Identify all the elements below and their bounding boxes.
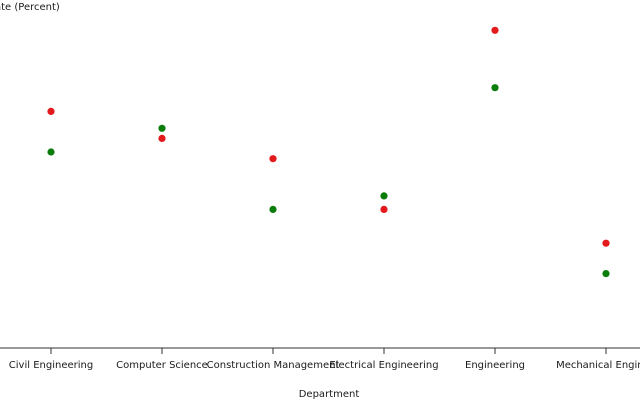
x-tick-label: Electrical Engineering: [329, 360, 438, 371]
y-axis-title: ate (Percent): [0, 2, 60, 13]
x-tick-label: Mechanical Enginee: [556, 360, 640, 371]
data-point-series-1: [491, 26, 499, 34]
x-tick-label: Computer Science: [116, 360, 208, 371]
data-points: [47, 26, 610, 278]
data-point-series-1: [602, 239, 610, 247]
x-axis-title: Department: [299, 389, 360, 400]
x-tick-label: Construction Management: [207, 360, 340, 371]
data-point-series-1: [380, 205, 388, 213]
data-point-series-2: [158, 124, 166, 132]
data-point-series-1: [269, 155, 277, 163]
data-point-series-1: [47, 107, 55, 115]
data-point-series-2: [380, 192, 388, 200]
data-point-series-2: [602, 270, 610, 278]
x-axis-ticks: Civil Engineering Computer ScienceConstru…: [9, 348, 640, 371]
data-point-series-2: [269, 205, 277, 213]
data-point-series-1: [158, 134, 166, 142]
x-tick-label: Engineering: [465, 360, 525, 371]
x-tick-label: Civil Engineering: [9, 360, 93, 371]
data-point-series-2: [491, 84, 499, 92]
data-point-series-2: [47, 148, 55, 156]
